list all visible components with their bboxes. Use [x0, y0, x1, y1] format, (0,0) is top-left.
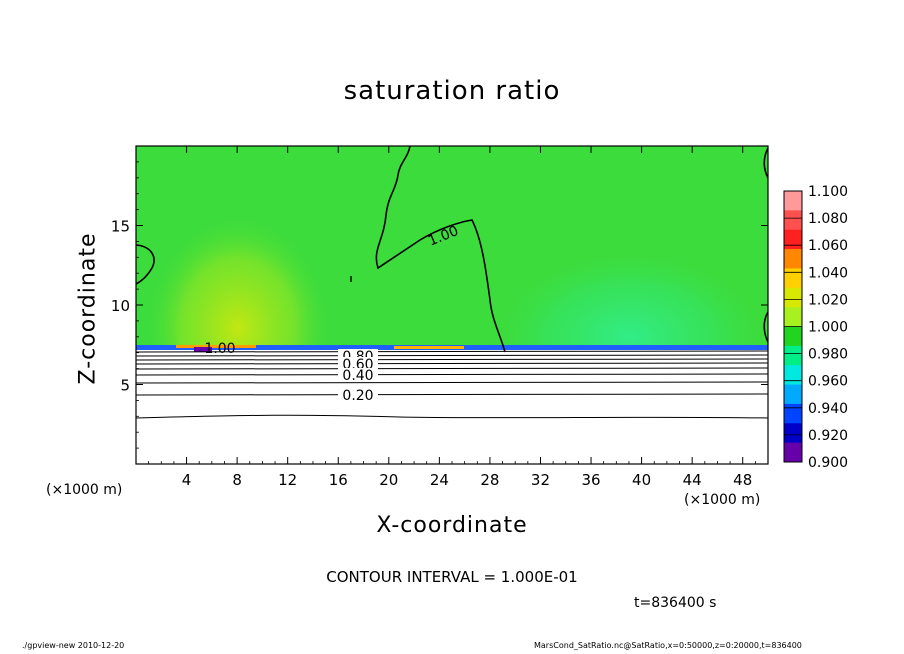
footer-right: MarsCond_SatRatio.nc@SatRatio,x=0:50000,…: [534, 641, 802, 650]
contour-label: 0.40: [342, 368, 373, 384]
contour-label: 0.20: [342, 388, 373, 404]
x-unit-left: (×1000 m): [46, 482, 123, 498]
contour-1-00-right2: [763, 311, 769, 343]
y-tick-label: 10: [111, 297, 130, 315]
colorbar-swatch: [784, 191, 802, 211]
colorbar: 1.100 1.080 1.060 1.040 1.020 1.000 0.980 0.960…: [783, 184, 848, 471]
colorbar-label: 0.980: [808, 347, 848, 363]
x-tick-label: 28: [480, 471, 499, 489]
colorbar-label: 1.000: [808, 320, 848, 336]
colorbar-swatch: [784, 365, 802, 386]
contour-interval: CONTOUR INTERVAL = 1.000E-01: [326, 568, 578, 586]
colorbar-label: 0.940: [808, 401, 848, 417]
chart-title: saturation ratio: [343, 76, 561, 106]
contour-label-bg: [338, 388, 378, 402]
colorbar-label: 0.900: [808, 455, 848, 471]
contour-label-bg: [338, 357, 378, 371]
contour-1-00-right: [763, 147, 769, 179]
interface-orange-2: [394, 346, 464, 349]
interface-purple: [194, 347, 212, 352]
x-tick-label: 4: [182, 471, 192, 489]
colorbar-swatch: [784, 442, 802, 463]
colorbar-swatch: [784, 423, 802, 444]
x-unit-right: (×1000 m): [684, 492, 761, 508]
colorbar-swatch: [784, 326, 802, 347]
x-tick-label: 32: [531, 471, 550, 489]
x-tick-label: 8: [232, 471, 242, 489]
lower-field: [136, 350, 768, 464]
colorbar-label: 1.020: [808, 292, 848, 308]
time-label: t=836400 s: [634, 595, 717, 611]
contour-label: 1.00: [204, 341, 235, 357]
colorbar-swatch: [784, 345, 802, 366]
colorbar-label: 0.920: [808, 428, 848, 444]
colorbar-label: 1.060: [808, 238, 848, 254]
contour-label-bg: [338, 368, 378, 382]
x-tick-label: 44: [683, 471, 702, 489]
x-tick-label: 24: [430, 471, 449, 489]
colorbar-swatch: [784, 229, 802, 250]
contour-labels: 1.001.000.800.600.400.20: [204, 223, 461, 404]
y-tick-label: 5: [120, 377, 130, 395]
x-tick-label: 40: [632, 471, 651, 489]
colorbar-label: 0.960: [808, 374, 848, 390]
y-axis-label: Z-coordinate: [75, 232, 101, 385]
colorbar-swatch: [784, 307, 802, 327]
footer-left: ./gpview-new 2010-12-20: [22, 641, 125, 650]
y-ticks: 5 10 15: [111, 161, 768, 449]
contour-1-00-left: [135, 244, 155, 285]
colorbar-swatch: [784, 384, 802, 405]
contour-1-00: [375, 145, 506, 353]
colorbar-label: 1.080: [808, 211, 848, 227]
x-tick-label: 20: [379, 471, 398, 489]
interface-orange: [176, 345, 256, 348]
x-tick-label: 36: [581, 471, 600, 489]
x-tick-label: 48: [733, 471, 752, 489]
colorbar-swatch: [784, 268, 802, 289]
colorbar-swatch: [784, 210, 802, 231]
lower-contours: [135, 350, 769, 419]
colorbar-swatch: [784, 403, 802, 424]
x-axis-label: X-coordinate: [376, 513, 528, 538]
x-tick-label: 16: [329, 471, 348, 489]
x-tick-label: 12: [278, 471, 297, 489]
y-tick-label: 15: [111, 218, 130, 236]
colorbar-label: 1.040: [808, 265, 848, 281]
colorbar-label: 1.100: [808, 184, 848, 200]
colorbar-swatch: [784, 287, 802, 308]
x-ticks: 4 8 12 16 20 24 28 32 36 40 44 48: [148, 146, 756, 489]
colorbar-swatch: [784, 249, 802, 269]
